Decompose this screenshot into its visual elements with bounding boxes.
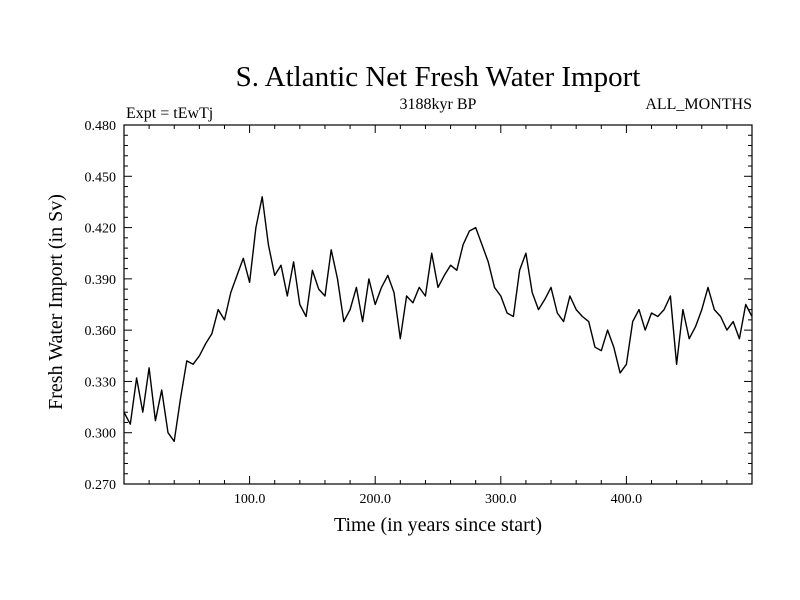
x-tick-label: 100.0 [234, 492, 266, 507]
y-tick-label: 0.300 [85, 427, 117, 442]
x-tick-label: 300.0 [485, 492, 517, 507]
chart-subtitle-months: ALL_MONTHS [645, 96, 752, 113]
x-tick-label: 200.0 [359, 492, 391, 507]
x-axis-label: Time (in years since start) [334, 514, 542, 536]
y-tick-label: 0.330 [85, 375, 117, 390]
y-tick-label: 0.450 [85, 170, 117, 185]
y-axis-label: Fresh Water Import (in Sv) [45, 194, 67, 410]
chart-title: S. Atlantic Net Fresh Water Import [236, 61, 641, 93]
chart-subtitle-period: 3188kyr BP [400, 96, 477, 113]
y-tick-label: 0.390 [85, 273, 117, 288]
series-line-fresh-water-import [123, 196, 753, 442]
y-axis: 0.270 0.300 0.330 0.360 0.390 0.420 0.450 0.480 [85, 119, 752, 493]
y-tick-label: 0.420 [85, 222, 117, 237]
y-tick-label: 0.480 [85, 119, 117, 134]
chart-subtitle-experiment: Expt = tEwTj [126, 105, 213, 122]
y-tick-label: 0.360 [85, 324, 117, 339]
plot-frame [123, 124, 753, 485]
y-tick-label: 0.270 [85, 478, 117, 493]
x-tick-label: 400.0 [611, 492, 643, 507]
